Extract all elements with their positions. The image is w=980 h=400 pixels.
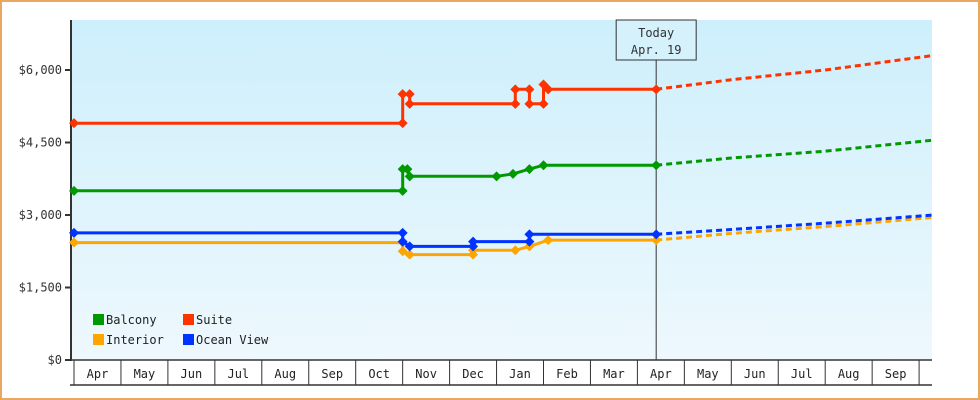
data-point[interactable]: [404, 89, 415, 100]
data-point[interactable]: [404, 98, 415, 109]
legend-item-ocean-view[interactable]: Ocean View: [183, 333, 269, 347]
x-tick-label: Nov: [415, 367, 437, 381]
data-point[interactable]: [507, 168, 518, 179]
data-point[interactable]: [524, 229, 535, 240]
legend-swatch: [93, 334, 104, 345]
data-point[interactable]: [397, 236, 408, 247]
y-tick-label: $3,000: [19, 208, 62, 222]
data-point[interactable]: [397, 118, 408, 129]
legend: Balcony Suite Interior Ocean View: [93, 313, 269, 347]
data-point[interactable]: [404, 249, 415, 260]
data-point[interactable]: [491, 171, 502, 182]
data-point[interactable]: [397, 246, 408, 257]
x-tick-label: Oct: [368, 367, 390, 381]
data-point[interactable]: [524, 98, 535, 109]
y-tick-label: $1,500: [19, 281, 62, 295]
legend-item-balcony[interactable]: Balcony: [93, 313, 157, 327]
x-tick-label: Dec: [462, 367, 484, 381]
x-tick-label: Sep: [321, 367, 343, 381]
legend-swatch: [183, 334, 194, 345]
forecast-line: [656, 138, 934, 167]
data-point[interactable]: [651, 84, 662, 95]
data-point[interactable]: [543, 235, 554, 246]
data-point[interactable]: [651, 229, 662, 240]
x-tick-label: Apr: [650, 367, 672, 381]
x-tick-label: Jul: [791, 367, 813, 381]
x-axis: Apr May Jun Jul Aug Sep Oct Nov Dec Jan Feb Mar Apr M…: [70, 359, 932, 386]
today-box: [615, 19, 697, 61]
data-point[interactable]: [543, 84, 554, 95]
x-tick-label: May: [697, 367, 719, 381]
x-tick-label: Jan: [509, 367, 531, 381]
legend-label: Suite: [196, 313, 232, 327]
data-point[interactable]: [404, 241, 415, 252]
legend-label: Balcony: [106, 313, 157, 327]
legend-swatch: [93, 314, 104, 325]
data-point[interactable]: [69, 185, 79, 196]
x-tick-label: Aug: [838, 367, 860, 381]
forecast-line: [656, 213, 934, 236]
series-balcony: [69, 138, 934, 196]
data-point[interactable]: [538, 160, 549, 171]
data-point[interactable]: [510, 98, 521, 109]
data-point[interactable]: [538, 98, 549, 109]
data-point[interactable]: [651, 160, 662, 171]
data-point[interactable]: [524, 236, 535, 247]
data-point[interactable]: [510, 84, 521, 95]
data-point[interactable]: [524, 164, 535, 175]
y-tick-label: $6,000: [19, 63, 62, 77]
legend-swatch: [183, 314, 194, 325]
data-point[interactable]: [397, 227, 408, 238]
data-point[interactable]: [468, 236, 479, 247]
legend-label: Ocean View: [196, 333, 269, 347]
legend-item-interior[interactable]: Interior: [93, 333, 164, 347]
legend-label: Interior: [106, 333, 164, 347]
y-tick-label: $4,500: [19, 136, 62, 150]
x-tick-label: Aug: [274, 367, 296, 381]
data-point[interactable]: [69, 237, 79, 248]
data-point[interactable]: [397, 185, 408, 196]
data-point[interactable]: [404, 171, 415, 182]
x-tick-label: Sep: [885, 367, 907, 381]
data-point[interactable]: [524, 84, 535, 95]
x-tick-label: Jul: [227, 367, 249, 381]
x-tick-label: May: [134, 367, 156, 381]
y-axis: $0 $1,500 $3,000 $4,500 $6,000: [19, 20, 72, 367]
series-suite: [69, 54, 934, 129]
series-ocean-view: [69, 213, 934, 252]
data-point[interactable]: [397, 89, 408, 100]
data-point[interactable]: [69, 118, 79, 129]
data-point[interactable]: [651, 235, 662, 246]
y-tick-label: $0: [48, 353, 62, 367]
x-tick-label: Feb: [556, 367, 578, 381]
today-label: Today: [638, 26, 674, 40]
x-tick-label: Jun: [181, 367, 203, 381]
data-point[interactable]: [510, 245, 521, 256]
historical-line: [74, 163, 657, 193]
forecast-line: [656, 215, 934, 242]
x-tick-label: Apr: [87, 367, 109, 381]
x-tick-label: Mar: [603, 367, 625, 381]
today-marker: Today Apr. 19: [615, 19, 697, 360]
series-group: [69, 54, 934, 260]
today-date: Apr. 19: [631, 43, 682, 57]
forecast-line: [656, 54, 934, 91]
legend-item-suite[interactable]: Suite: [183, 313, 232, 327]
data-point[interactable]: [69, 227, 79, 238]
x-tick-label: Jun: [744, 367, 766, 381]
